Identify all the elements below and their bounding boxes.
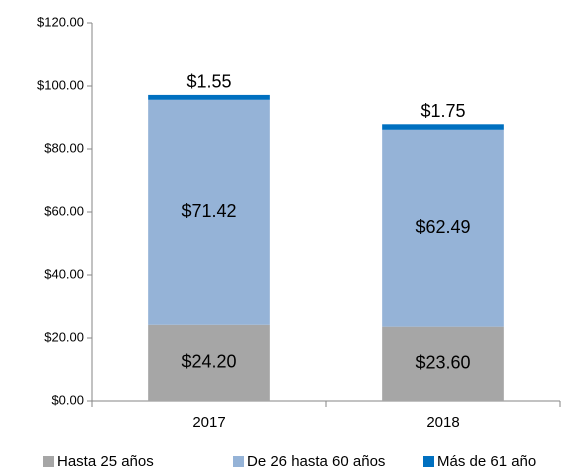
bar-segment [148,94,270,100]
legend-label: De 26 hasta 60 años [247,453,385,470]
legend-label: Más de 61 año [437,453,536,470]
y-tick-label: $120.00 [37,14,84,29]
x-tick-label: 2018 [426,414,459,431]
legend-swatch [423,456,434,467]
bar-segment [382,326,504,401]
y-tick-label: $0.00 [51,392,84,407]
data-label: $62.49 [415,217,470,237]
y-tick-label: $100.00 [37,77,84,92]
bar-segment [382,124,504,130]
data-label: $1.55 [186,72,231,92]
y-tick-label: $60.00 [44,203,84,218]
y-tick-label: $80.00 [44,140,84,155]
bar-segment [382,129,504,327]
legend-swatch [233,456,244,467]
y-tick-label: $20.00 [44,329,84,344]
bar-segment [148,324,270,401]
legend-swatch [43,456,54,467]
data-label: $23.60 [415,353,470,373]
legend-label: Hasta 25 años [57,453,154,470]
data-label: $1.75 [420,101,465,121]
bar-segment [148,99,270,325]
y-tick-label: $40.00 [44,266,84,281]
data-label: $71.42 [181,201,236,221]
x-tick-label: 2017 [192,414,225,431]
data-label: $24.20 [181,352,236,372]
